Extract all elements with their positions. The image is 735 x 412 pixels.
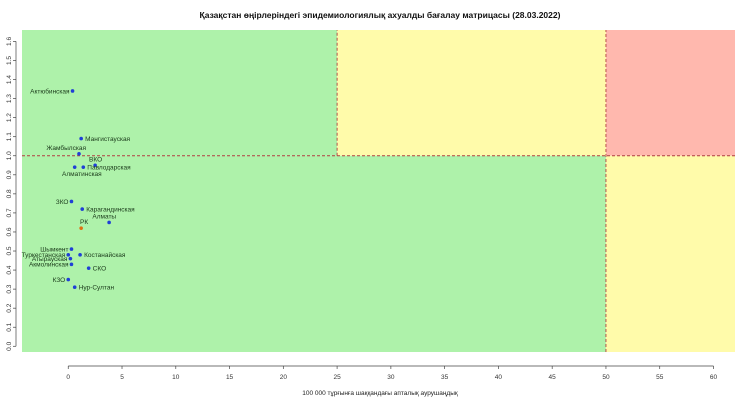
point-label: Шымкент (40, 246, 68, 253)
zone-red (605, 30, 735, 156)
x-tick-label: 15 (226, 374, 234, 381)
point-label: Алматинская (62, 171, 102, 178)
x-axis-title: 100 000 тұрғынға шаққандағы апталық ауру… (302, 390, 458, 397)
point-label: Павлодарская (87, 164, 131, 171)
data-points: Актюбинская МангистаускаяЖамбылскаяВКОПав… (22, 87, 136, 291)
axes: 0 5 10 15 20 25 30 35 40 45 50 55 60 0.0 0.1 0.2 0.3 0.4 0… (6, 37, 717, 381)
point-label: Актюбинская (30, 87, 70, 95)
zone-green (22, 155, 606, 352)
x-tick-label: 55 (656, 374, 664, 381)
point-label: Нур-Султан (79, 285, 115, 292)
point-label: РК (80, 219, 88, 226)
y-tick-label: 0.8 (6, 189, 13, 198)
x-tick-label: 5 (120, 374, 124, 381)
data-point (72, 285, 77, 290)
risk-zones (22, 30, 735, 352)
data-point (68, 256, 73, 261)
x-tick-label: 0 (66, 374, 70, 381)
chart-title: Қазақстан өңірлеріндегі эпидемиологиялық… (200, 10, 561, 20)
y-tick-label: 0.7 (6, 208, 13, 217)
threshold-lines (22, 30, 735, 352)
x-tick-label: 45 (549, 374, 557, 381)
point-label: Жамбылская (46, 144, 86, 152)
y-tick-label: 1.6 (6, 37, 13, 46)
y-tick-label: 0.6 (6, 227, 13, 236)
x-tick-label: 50 (602, 374, 610, 381)
data-point (77, 152, 81, 156)
data-point (66, 277, 71, 282)
x-tick-label: 60 (710, 374, 718, 381)
zone-green (22, 30, 338, 156)
point-label: Карагандинская (86, 206, 135, 213)
point-label: ЗКО (56, 199, 69, 206)
data-point (69, 199, 74, 204)
data-point (80, 207, 85, 211)
point-label: Туркестанская (22, 252, 66, 259)
y-tick-label: 1.2 (6, 113, 13, 122)
y-tick-label: 1.4 (6, 75, 13, 84)
y-tick-label: 0.3 (6, 284, 13, 293)
x-tick-label: 30 (387, 374, 395, 381)
data-point (78, 253, 82, 257)
data-point (79, 226, 83, 230)
point-label: Мангистауская (85, 136, 130, 143)
y-tick-label: 1.0 (6, 151, 13, 160)
data-point (72, 165, 77, 169)
zone-yellow (337, 30, 606, 156)
x-tick-label: 25 (333, 374, 341, 381)
x-tick-label: 35 (441, 374, 449, 381)
x-tick-label: 40 (495, 374, 503, 381)
data-point (69, 262, 74, 267)
y-tick-label: 0.1 (6, 322, 13, 331)
y-tick-label: 0.5 (6, 246, 13, 255)
x-tick-label: 10 (172, 374, 180, 381)
y-tick-label: 1.1 (6, 132, 13, 141)
y-tick-label: 1.5 (6, 56, 13, 65)
zone-yellow (605, 155, 735, 352)
data-point (86, 266, 91, 270)
point-label: СКО (93, 265, 106, 272)
data-point (69, 247, 74, 251)
data-point (70, 89, 75, 93)
y-tick-label: 0.2 (6, 303, 13, 312)
point-label: Алматы (92, 213, 116, 220)
y-tick-label: 1.3 (6, 94, 13, 103)
data-point (66, 253, 71, 257)
point-label: Акмолинская (29, 262, 69, 269)
y-tick-label: 0.0 (6, 341, 13, 350)
point-label: ВКО (89, 156, 102, 163)
data-point (81, 165, 86, 169)
x-tick-label: 20 (280, 374, 288, 381)
data-point (93, 163, 97, 168)
data-point (79, 136, 83, 141)
y-tick-label: 0.4 (6, 265, 13, 274)
point-label: Атырауская (32, 256, 68, 263)
y-tick-label: 0.9 (6, 170, 13, 179)
point-label: Костанайская (84, 251, 126, 259)
data-point (107, 220, 111, 225)
point-label: КЗО (53, 277, 66, 284)
